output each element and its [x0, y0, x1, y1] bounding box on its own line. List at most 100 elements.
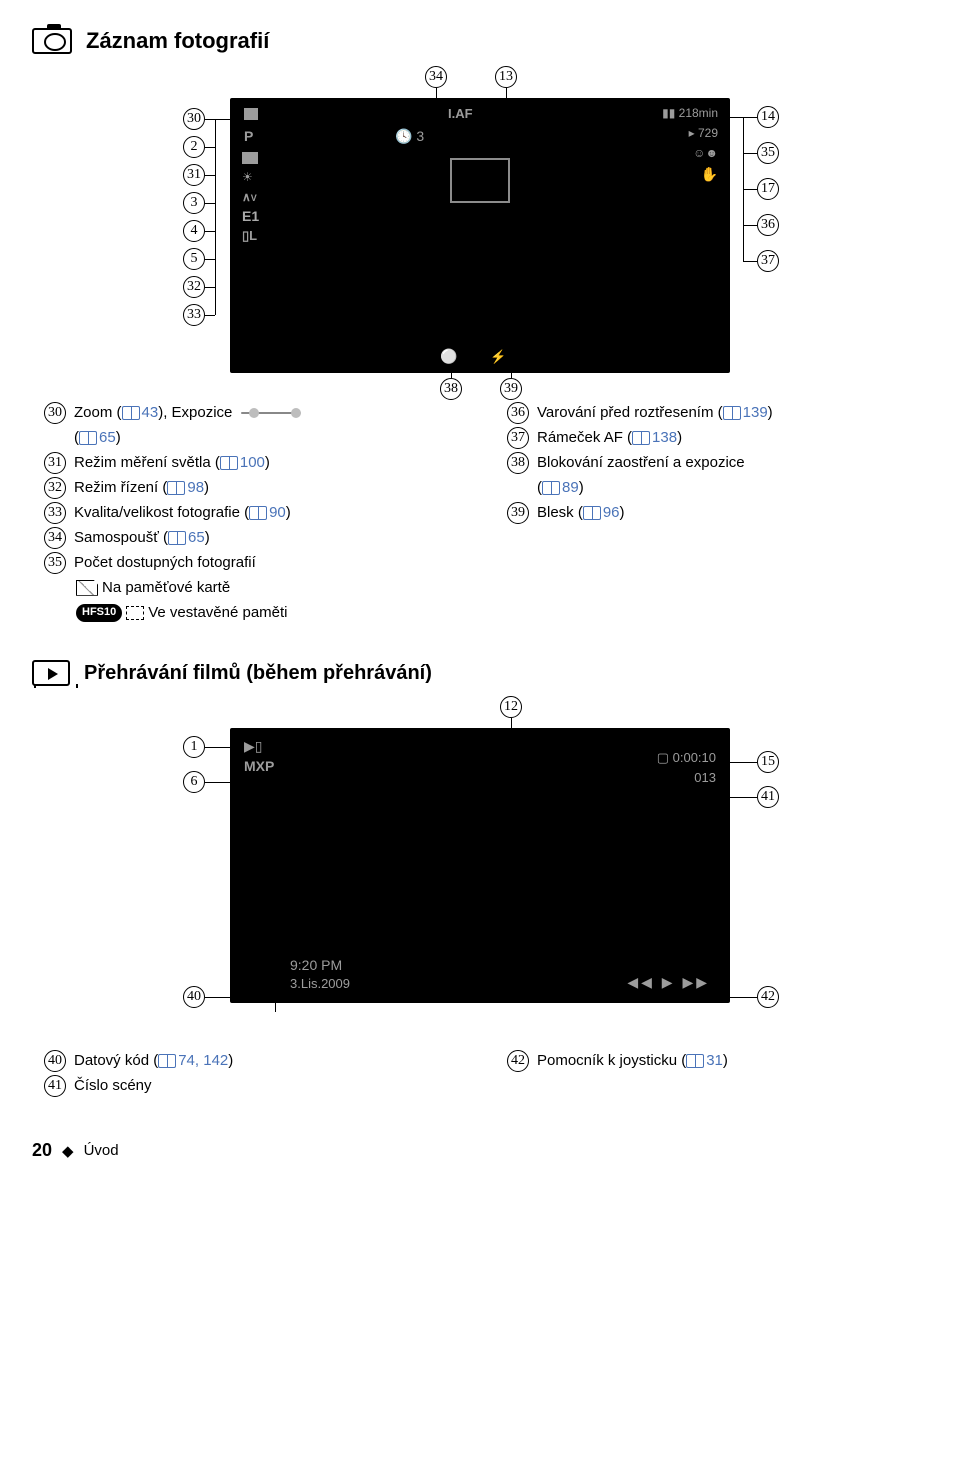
book-icon: [79, 431, 97, 445]
legend-row: (65): [44, 427, 465, 449]
legend-text: Režim měření světla (100): [74, 452, 270, 474]
book-icon: [168, 531, 186, 545]
callout-4: 4: [183, 220, 205, 242]
camera-lcd-top: P ☀ ∧V E1 ▯L I.AF 🕓 3 ▮▮ 218min ▸ 729 ☺☻…: [230, 98, 730, 373]
callout-38: 38: [440, 378, 462, 400]
book-icon: [122, 406, 140, 420]
legend-text: Kvalita/velikost fotografie (90): [74, 502, 291, 524]
callout-41: 41: [44, 1075, 66, 1097]
legend-text: Pomocník k joysticku (31): [537, 1050, 728, 1072]
lcd-play-time: ▢ 0:00:10: [657, 750, 716, 766]
book-icon: [542, 481, 560, 495]
legend-text: Zoom (43), Expozice: [74, 402, 301, 424]
book-icon: [249, 506, 267, 520]
lcd-count: ▸ 729: [689, 126, 718, 140]
legend-row: (89): [507, 477, 928, 499]
callout-36: 36: [507, 402, 529, 424]
callout-40: 40: [44, 1050, 66, 1072]
lcd-date: 3.Lis.2009: [290, 976, 350, 991]
legend-text: Varování před roztřesením (139): [537, 402, 773, 424]
book-icon: [158, 1054, 176, 1068]
callout-35: 35: [757, 142, 779, 164]
page-number: 20: [32, 1140, 52, 1161]
legend-row: 30 Zoom (43), Expozice: [44, 402, 465, 424]
legend-row: 32 Režim řízení (98): [44, 477, 465, 499]
page-footer: 20 ◆ Úvod: [32, 1140, 928, 1161]
legend-row: 34Samospoušť (65): [44, 527, 465, 549]
legend-row: 33 Kvalita/velikost fotografie (90): [44, 502, 465, 524]
lcd-transport: ◀◀ ▶ ▶▶: [627, 974, 710, 991]
callout-37: 37: [757, 250, 779, 272]
callout-39: 39: [507, 502, 529, 524]
legend-text: Blokování zaostření a expozice: [537, 452, 745, 474]
legend-row: 36 Varování před roztřesením (139): [507, 402, 928, 424]
callout-31: 31: [183, 164, 205, 186]
memory-icon: [126, 606, 144, 620]
legend-text: (65): [74, 427, 121, 449]
callout-42: 42: [757, 986, 779, 1008]
legend-row: 39 Blesk (96): [507, 502, 928, 524]
legend-text: Počet dostupných fotografií: [74, 552, 256, 574]
callout-3: 3: [183, 192, 205, 214]
callout-17: 17: [757, 178, 779, 200]
legend2-left: 40Datový kód (74, 142) 41 Číslo scény: [32, 1047, 465, 1100]
callout-12: 12: [500, 696, 522, 718]
sd-icon: [76, 580, 98, 596]
callout-33: 33: [183, 304, 205, 326]
annotated-screen-bottom: ▶▯ MXP ▢ 0:00:10 013 9:20 PM 3.Lis.2009 …: [95, 696, 865, 1041]
callout-14: 14: [757, 106, 779, 128]
callout-32: 32: [183, 276, 205, 298]
legend-text: (89): [537, 477, 584, 499]
callout-36: 36: [757, 214, 779, 236]
callout-1: 1: [183, 736, 205, 758]
footer-section: Úvod: [84, 1142, 119, 1159]
legend-row: Na paměťové kartě: [44, 577, 465, 599]
section2-header: Přehrávání filmů (během přehrávání): [32, 660, 928, 686]
callout-13: 13: [495, 66, 517, 88]
legend-right: 36Varování před roztřesením (139)37Rámeč…: [495, 399, 928, 626]
hfs10-badge: HFS10: [76, 604, 122, 622]
callout-32: 32: [44, 477, 66, 499]
lcd-iaf: I.AF: [448, 106, 473, 121]
callout-34: 34: [44, 527, 66, 549]
callout-35: 35: [44, 552, 66, 574]
legend-row: 40Datový kód (74, 142): [44, 1050, 465, 1072]
legend-text: Ve vestavěné paměti: [148, 602, 287, 624]
book-icon: [723, 406, 741, 420]
callout-30: 30: [183, 108, 205, 130]
section2-title: Přehrávání filmů (během přehrávání): [84, 662, 432, 685]
lcd-battery: ▮▮ 218min: [662, 106, 718, 120]
callout-40: 40: [183, 986, 205, 1008]
legend-row: 35 Počet dostupných fotografií: [44, 552, 465, 574]
legend-text: Rámeček AF (138): [537, 427, 682, 449]
exposure-slider-icon: [241, 408, 301, 418]
callout-42: 42: [507, 1050, 529, 1072]
callout-30: 30: [44, 402, 66, 424]
callout-33: 33: [44, 502, 66, 524]
footer-sep: ◆: [62, 1142, 74, 1160]
legend-row: HFS10 Ve vestavěné paměti: [44, 602, 465, 624]
legend-row: 31 Režim měření světla (100): [44, 452, 465, 474]
callout-39: 39: [500, 378, 522, 400]
legend-text: Číslo scény: [74, 1075, 152, 1097]
lcd-mxp: MXP: [244, 758, 274, 774]
callout-34: 34: [425, 66, 447, 88]
legend-row: 38 Blokování zaostření a expozice: [507, 452, 928, 474]
callout-38: 38: [507, 452, 529, 474]
lcd-flash-icon2: ⚡: [490, 349, 506, 365]
legend-row: 41 Číslo scény: [44, 1075, 465, 1097]
lcd-p-mode: P: [244, 128, 253, 144]
legend-text: Blesk (96): [537, 502, 625, 524]
playback-icon: [32, 660, 70, 686]
legend-text: Na paměťové kartě: [102, 577, 230, 599]
legend2-columns: 40Datový kód (74, 142) 41 Číslo scény 42 Po…: [32, 1047, 928, 1100]
book-icon: [167, 481, 185, 495]
legend-row: 42 Pomocník k joysticku (31): [507, 1050, 928, 1072]
page-header: Záznam fotografií: [32, 28, 928, 54]
lcd-flash-icon: ⚪: [440, 348, 457, 365]
callout-31: 31: [44, 452, 66, 474]
legend-text: Režim řízení (98): [74, 477, 209, 499]
book-icon: [220, 456, 238, 470]
callout-41: 41: [757, 786, 779, 808]
lcd-clock: 9:20 PM: [290, 957, 342, 973]
